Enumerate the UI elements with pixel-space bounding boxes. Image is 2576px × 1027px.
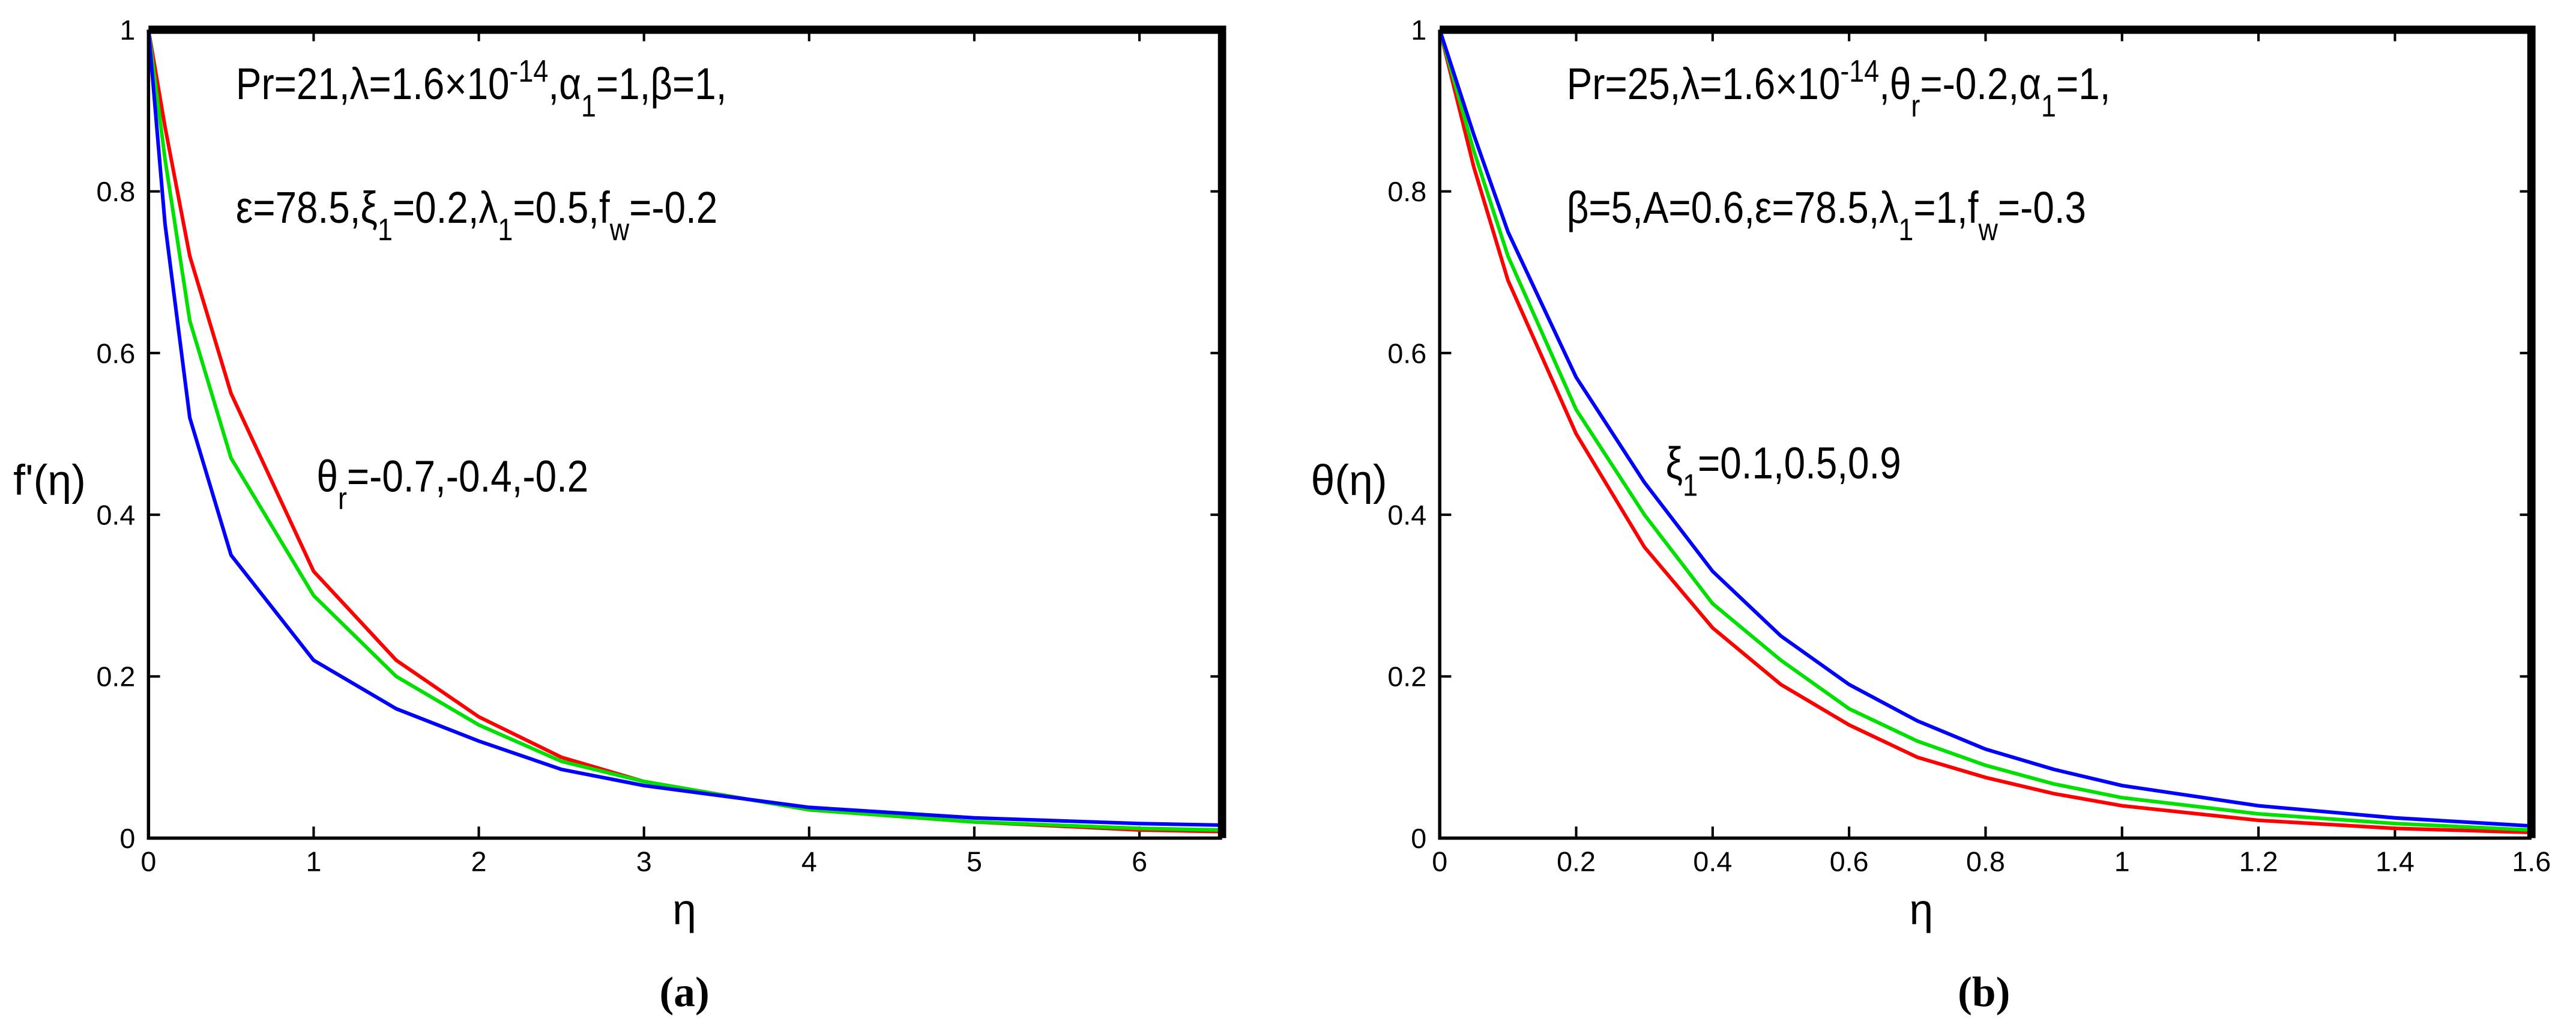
x-axis-label: η <box>672 885 696 933</box>
annotation-text: 1 <box>1683 468 1698 503</box>
x-tick-label: 1.6 <box>2512 846 2551 877</box>
annotation: β=5,A=0.6,ε=78.5,λ1=1,fw=-0.3 <box>1567 182 2086 247</box>
x-tick-label: 0 <box>1432 846 1447 877</box>
annotation: ε=78.5,ξ1=0.2,λ1=0.5,fw=-0.2 <box>236 182 717 247</box>
annotation: θr=-0.7,-0.4,-0.2 <box>317 451 589 516</box>
y-tick-label: 0.4 <box>1387 500 1426 531</box>
plot-area <box>148 29 1222 838</box>
axes-box <box>1438 29 2532 840</box>
axes-box <box>146 29 1222 840</box>
annotation-text: =1,f <box>1913 182 1979 232</box>
y-tick-label: 0.8 <box>1387 176 1426 207</box>
x-tick-label: 5 <box>967 846 982 877</box>
annotation-text: =0.2,λ <box>393 182 498 232</box>
y-tick-label: 0 <box>119 823 135 854</box>
x-tick-label: 1 <box>306 846 321 877</box>
y-tick-label: 0.6 <box>1387 338 1426 369</box>
annotation-text: ,θ <box>1879 58 1911 109</box>
data-line <box>146 29 1222 832</box>
annotation-text: θ <box>317 451 338 501</box>
annotation-text: -14 <box>1840 54 1879 89</box>
annotation-text: 1 <box>378 213 393 247</box>
annotation: Pr=25,λ=1.6×10-14,θr=-0.2,α1=1, <box>1567 54 2111 124</box>
annotation-text: ε=78.5,ξ <box>236 182 378 232</box>
x-tick-label: 6 <box>1132 846 1147 877</box>
x-axis-label: η <box>1909 885 1933 933</box>
panel-caption: (b) <box>1958 969 2010 1016</box>
x-tick-label: 3 <box>636 846 652 877</box>
x-tick-label: 4 <box>801 846 817 877</box>
annotation-text: Pr=25,λ=1.6×10 <box>1567 58 1841 109</box>
annotation-text: 1 <box>1898 213 1913 247</box>
y-tick-label: 0.2 <box>96 661 135 692</box>
annotation-text: =-0.2 <box>629 182 717 232</box>
annotation-text: =1,β=1, <box>596 58 727 109</box>
annotation-text: =-0.2,α <box>1920 58 2041 109</box>
panel-caption: (a) <box>659 969 709 1016</box>
annotation-text: =-0.7,-0.4,-0.2 <box>347 451 588 501</box>
annotation-text: r <box>338 481 347 516</box>
plot-area <box>1440 29 2532 838</box>
annotation: ξ1=0.1,0.5,0.9 <box>1666 438 1901 503</box>
y-tick-label: 0.4 <box>96 500 135 531</box>
axes-box <box>1440 25 2536 838</box>
data-line <box>1438 29 2532 832</box>
annotation-text: w <box>1978 213 1998 247</box>
y-tick-label: 1 <box>119 14 135 46</box>
axes-box <box>148 25 1226 838</box>
annotation-text: =0.1,0.5,0.9 <box>1698 438 1901 488</box>
x-tick-label: 1.4 <box>2375 846 2415 877</box>
y-axis-label: θ(η) <box>1311 456 1387 504</box>
y-axis-label: f'(η) <box>13 456 86 504</box>
y-tick-label: 1 <box>1411 14 1426 46</box>
annotation-text: ξ <box>1666 438 1683 488</box>
annotation-text: =0.5,f <box>513 182 610 232</box>
x-tick-label: 0.6 <box>1830 846 1869 877</box>
annotation-text: β=5,A=0.6,ε=78.5,λ <box>1567 182 1899 232</box>
annotation-text: 1 <box>2041 89 2056 124</box>
annotation-text: Pr=21,λ=1.6×10 <box>236 58 510 109</box>
y-tick-label: 0.2 <box>1387 661 1426 692</box>
annotation-text: r <box>1911 89 1920 124</box>
x-tick-label: 0.8 <box>1966 846 2005 877</box>
annotation-text: w <box>609 213 630 247</box>
annotation-text: 1 <box>498 213 513 247</box>
x-tick-label: 2 <box>471 846 487 877</box>
x-tick-label: 1.2 <box>2239 846 2278 877</box>
x-tick-label: 0 <box>140 846 156 877</box>
data-line <box>1438 29 2532 835</box>
annotation-text: -14 <box>510 54 549 89</box>
annotation-text: ,α <box>548 58 581 109</box>
data-line <box>1438 29 2532 828</box>
x-tick-label: 1 <box>2114 846 2130 877</box>
annotation: Pr=21,λ=1.6×10-14,α1=1,β=1, <box>236 54 727 124</box>
x-tick-label: 0.2 <box>1557 846 1596 877</box>
annotation-text: =-0.3 <box>1998 182 2086 232</box>
annotation-text: =1, <box>2056 58 2110 109</box>
y-tick-label: 0 <box>1411 823 1426 854</box>
y-tick-label: 0.8 <box>96 176 135 207</box>
y-tick-label: 0.6 <box>96 338 135 369</box>
x-tick-label: 0.4 <box>1693 846 1732 877</box>
data-line <box>146 29 1222 827</box>
annotation-text: 1 <box>581 89 596 124</box>
